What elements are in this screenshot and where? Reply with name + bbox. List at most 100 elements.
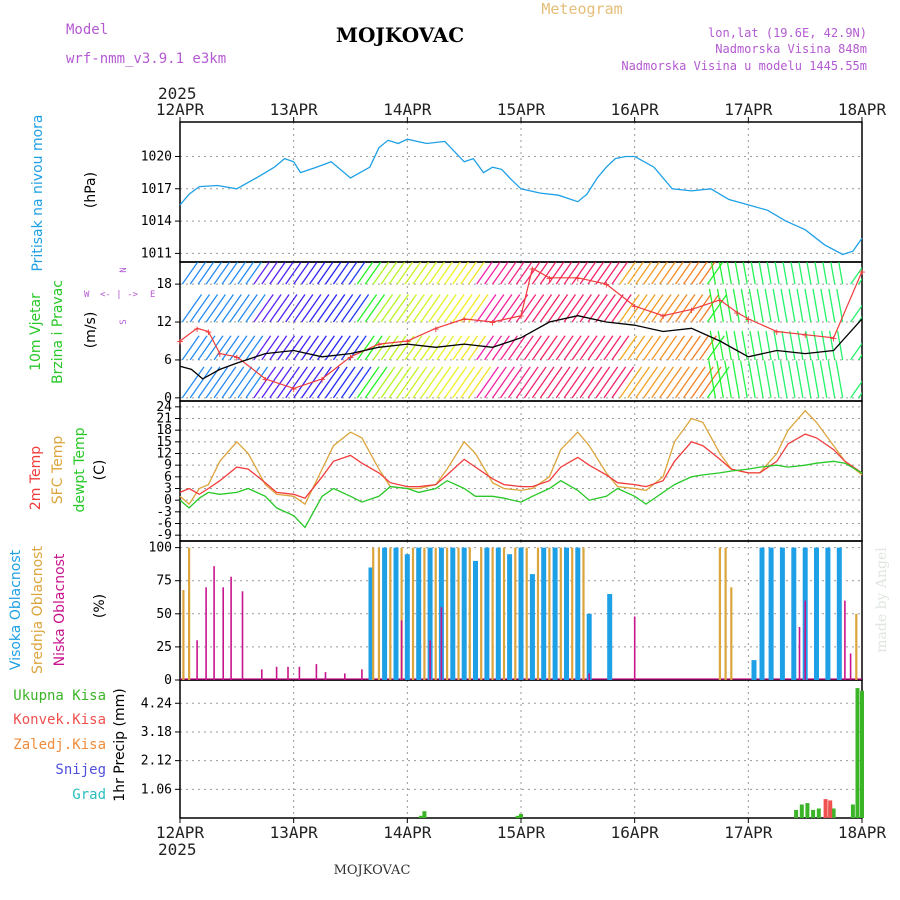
wind-barb — [667, 335, 686, 361]
cloud-title-high: Visoka Oblacnost — [8, 549, 24, 670]
wind-barb — [340, 294, 362, 323]
wind-barb — [261, 335, 280, 361]
wind-barb — [795, 360, 804, 398]
pressure-unit: (hPa) — [83, 172, 99, 208]
elevation-label: Nadmorska Visina 848m — [715, 42, 867, 56]
cloud-low-bar — [804, 600, 806, 680]
wind-gust-marker: + — [745, 313, 752, 326]
wind-barb — [205, 262, 223, 285]
wind-barb — [850, 304, 862, 323]
cloud-mid-bar — [423, 547, 426, 680]
temp-title-sfc: SFC Temp — [50, 436, 66, 505]
wind-barb — [221, 335, 240, 361]
wind-barb — [388, 262, 406, 285]
wind-barb — [690, 335, 709, 361]
bottom-day-labels: 12APR 13APR 14APR 15APR 16APR 17APR 18APR — [156, 818, 886, 842]
wind-barb — [301, 294, 322, 323]
product-label: Meteogram — [541, 0, 622, 18]
wind-barb — [659, 294, 680, 323]
precip-total-bar — [519, 813, 523, 818]
wind-barb — [484, 262, 501, 285]
wind-barb — [748, 288, 756, 323]
precip-total-bar — [855, 688, 860, 818]
y-tick-label: 0 — [164, 493, 172, 508]
wind-barb — [380, 294, 402, 323]
temp-2m-line — [179, 433, 863, 499]
wind-barb — [500, 294, 521, 323]
wind-barb — [850, 380, 862, 399]
wind-barb — [261, 294, 282, 323]
cloud-mid-bar — [536, 547, 540, 680]
wind-barb — [229, 366, 253, 399]
y-tick-label: 18 — [156, 277, 172, 292]
wind-barb — [507, 335, 526, 361]
wind-barb — [293, 294, 314, 323]
wind-barb — [675, 262, 692, 285]
wind-barb — [571, 294, 592, 323]
wind-barb — [619, 294, 640, 323]
wind-barb — [460, 366, 483, 399]
y-tick-label: -9 — [156, 528, 172, 543]
wind-barb — [651, 262, 668, 285]
precip-total-bar — [860, 690, 864, 818]
cloud-mid-bar — [480, 547, 483, 680]
wind-barb — [547, 366, 571, 399]
cloud-mid-bar — [514, 547, 517, 680]
wind-barb — [372, 294, 394, 323]
cloud-high-bar — [427, 547, 433, 680]
cloud-high-bar — [607, 594, 613, 680]
wind-barb — [332, 262, 350, 285]
wind-barb — [460, 294, 481, 323]
cloud-low-bar — [588, 673, 590, 680]
cloud-high-bar — [751, 660, 757, 680]
wind-barb — [515, 294, 537, 323]
wind-barb — [388, 294, 409, 323]
wind-barb — [301, 262, 318, 285]
wind-barb — [237, 262, 255, 285]
wind-barb — [412, 335, 431, 361]
wind-barb — [587, 294, 608, 323]
y-tick-label: 1.06 — [141, 782, 172, 797]
wind-barb — [595, 366, 619, 399]
wind-barb — [643, 366, 666, 399]
wind-barb — [229, 294, 250, 323]
wind-barb — [285, 294, 306, 323]
wind-barb — [293, 335, 312, 361]
cloud-low-bar — [213, 566, 215, 680]
y-tick-label: 75 — [156, 574, 172, 589]
wind-barb — [277, 366, 300, 399]
cloud-mid-bar — [724, 547, 727, 680]
wind-barb — [812, 288, 820, 323]
wind-barb — [779, 360, 788, 398]
precip-total-bar — [850, 804, 855, 818]
cloud-high-bar — [473, 560, 478, 680]
wind-barb — [348, 366, 372, 399]
wind-gust-marker: + — [660, 310, 667, 323]
wind-barb — [587, 262, 605, 285]
x-tick-label-bottom: 14APR — [383, 823, 432, 842]
wind-barb — [709, 330, 717, 361]
wind-barb — [627, 335, 646, 361]
wind-barb — [587, 335, 606, 361]
wind-gust-marker: + — [518, 310, 525, 323]
wind-barb — [245, 335, 264, 361]
y-tick-label: 2.12 — [141, 754, 172, 769]
wind-barb — [420, 366, 444, 399]
wind-barb — [531, 294, 553, 323]
wind-barb — [492, 335, 510, 361]
wind-barb — [803, 360, 812, 398]
wind-barb — [245, 294, 266, 323]
cloud-mid-bar — [582, 547, 585, 680]
cloud-high-bar — [541, 547, 547, 680]
wind-speed-line — [179, 315, 863, 380]
cloud-low-bar — [400, 620, 403, 680]
wind-barb — [428, 335, 447, 361]
wind-barb — [356, 294, 378, 323]
wind-barb — [790, 262, 796, 285]
wind-barb — [780, 288, 788, 323]
y-tick-label: 1014 — [141, 214, 172, 229]
wind-barb — [245, 262, 263, 285]
wind-barb — [309, 366, 332, 399]
wind-barb — [356, 262, 374, 285]
